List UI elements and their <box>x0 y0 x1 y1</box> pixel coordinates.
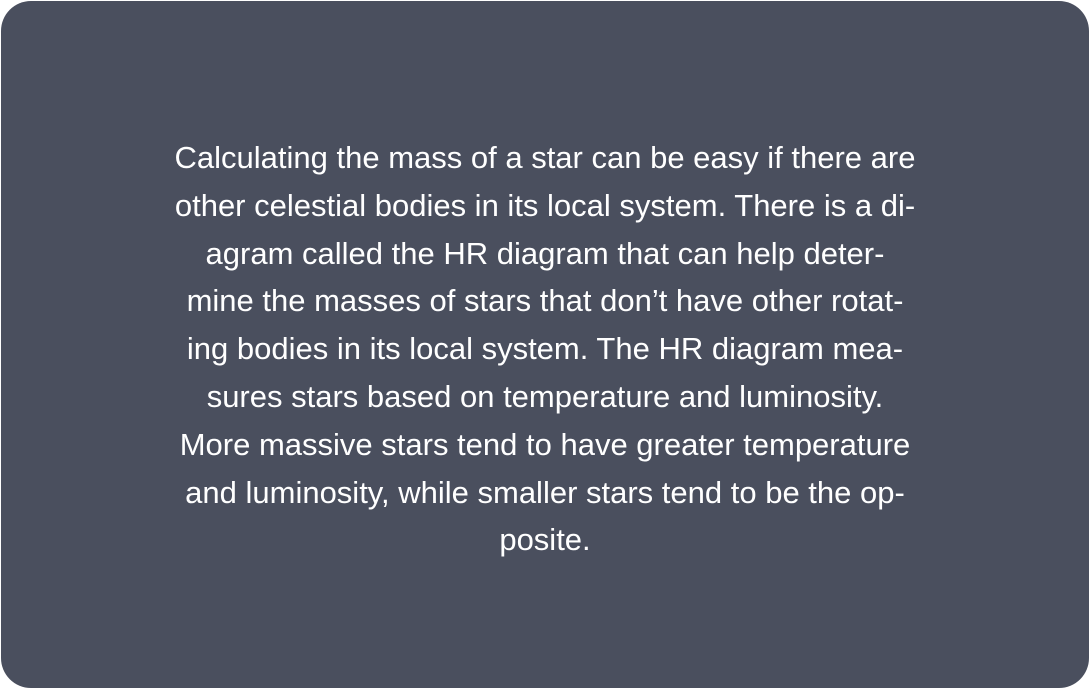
paragraph-line: and luminosity, while smaller stars tend… <box>185 474 905 510</box>
paragraph-line: More massive stars tend to have greater … <box>179 426 911 462</box>
paragraph-line: agram called the HR diagram that can hel… <box>205 235 885 271</box>
paragraph-line: mine the masses of stars that don’t have… <box>186 283 904 319</box>
paragraph-line: Calculating the mass of a star can be ea… <box>174 140 916 175</box>
card-paragraph: Calculating the mass of a star can be ea… <box>101 134 989 564</box>
paragraph-line: posite. <box>499 522 591 558</box>
paragraph-line: sures stars based on temperature and lum… <box>206 378 884 414</box>
paragraph-line: other celestial bodies in its local syst… <box>174 187 916 223</box>
paragraph-line: ing bodies in its local system. The HR d… <box>186 331 904 367</box>
